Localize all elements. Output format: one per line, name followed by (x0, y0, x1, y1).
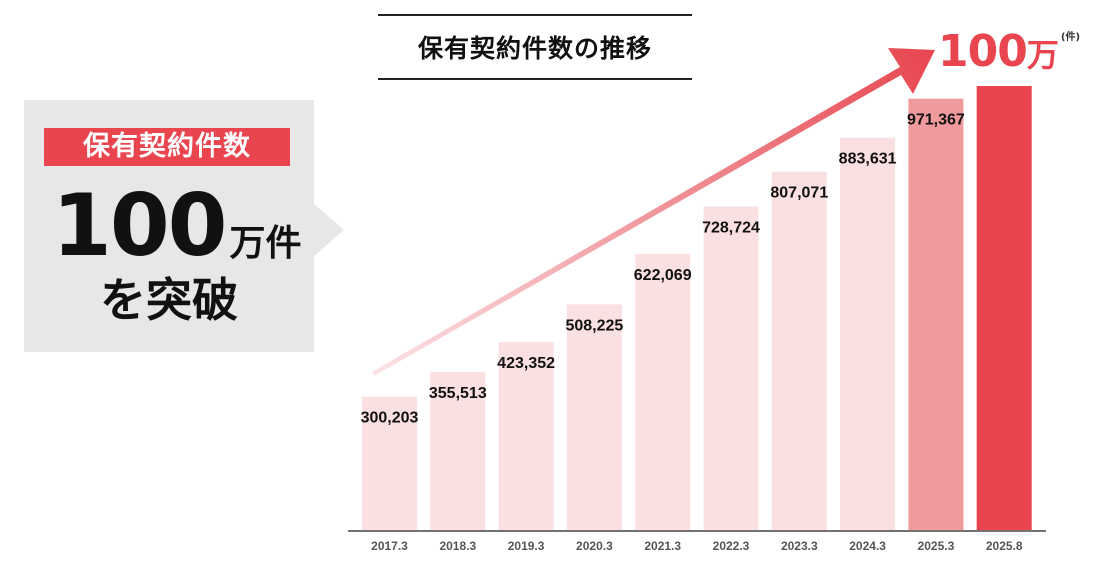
x-tick-label: 2020.3 (576, 539, 613, 553)
bar-2019.3 (498, 342, 554, 530)
x-tick-label: 2024.3 (849, 539, 886, 553)
x-tick-label: 2021.3 (644, 539, 681, 553)
bar-2018.3 (430, 372, 486, 530)
bar-2020.3 (566, 304, 622, 530)
callout-subtext: を突破 (100, 273, 238, 327)
data-label: 300,203 (361, 410, 419, 427)
callout-badge: 保有契約件数 (44, 128, 290, 166)
goal-unit: (件) (1060, 32, 1081, 43)
data-label: 355,513 (429, 385, 487, 402)
bar-2025.8 (976, 86, 1032, 530)
x-tick-label: 2022.3 (713, 539, 750, 553)
x-tick-label: 2025.8 (986, 539, 1023, 553)
bar-2022.3 (703, 206, 759, 531)
x-tick-label: 2025.3 (918, 539, 955, 553)
callout-number: 100 (52, 176, 228, 276)
data-label: 423,352 (497, 355, 555, 372)
data-label: 971,367 (907, 112, 965, 129)
data-label: 807,071 (770, 185, 828, 202)
goal-label: 100万 (件) (938, 26, 1080, 77)
data-label: 508,225 (565, 317, 623, 334)
callout-unit: 万件 (229, 223, 302, 264)
callout-box: 保有契約件数 100 万件 を突破 (24, 100, 314, 352)
x-tick-label: 2023.3 (781, 539, 818, 553)
x-tick-label: 2017.3 (371, 539, 408, 553)
bar-2017.3 (362, 396, 417, 530)
bar-2023.3 (771, 171, 827, 531)
chart-title: 保有契約件数の推移 (378, 14, 692, 80)
callout-headline: 100 万件 (52, 178, 302, 274)
goal-number: 100 (938, 26, 1028, 77)
data-label: 728,724 (702, 219, 760, 236)
x-tick-label: 2019.3 (508, 539, 545, 553)
data-label: 883,631 (839, 151, 897, 168)
callout-pointer (314, 204, 344, 256)
bar-2025.3 (908, 98, 964, 531)
data-label: 622,069 (634, 267, 692, 284)
trend-arrow (372, 48, 935, 376)
goal-man: 万 (1026, 36, 1059, 74)
x-tick-label: 2018.3 (439, 539, 476, 553)
bar-2021.3 (635, 253, 691, 530)
bar-2024.3 (840, 137, 896, 530)
